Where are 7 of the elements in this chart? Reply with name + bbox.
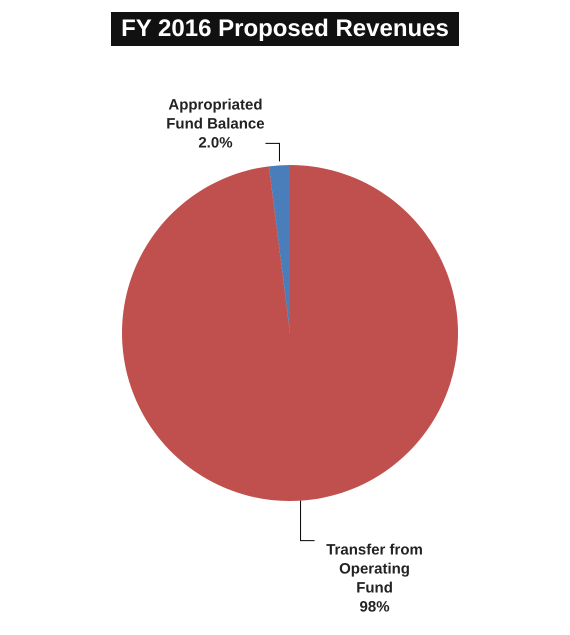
pie-slice <box>268 165 290 333</box>
slice-label: Transfer from Operating Fund <box>326 542 423 597</box>
data-label: 98% <box>360 598 390 616</box>
chart-title: FY 2016 Proposed Revenues <box>111 12 459 46</box>
slice-label: Appropriated Fund Balance <box>166 96 265 132</box>
pie-slice <box>122 165 458 501</box>
data-label: 2.0% <box>198 134 233 152</box>
